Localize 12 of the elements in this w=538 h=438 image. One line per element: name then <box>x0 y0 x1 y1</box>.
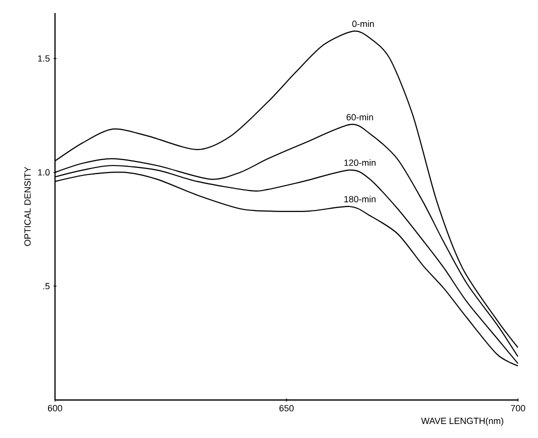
x-tick-label: 600 <box>48 404 62 412</box>
y-tick-label: 1.5 <box>38 55 50 62</box>
x-axis-title: WAVE LENGTH(nm) <box>421 417 504 426</box>
series-label: 0-min <box>352 20 374 28</box>
y-axis-title: OPTICAL DENSITY <box>24 166 31 246</box>
series-label: 180-min <box>344 196 376 202</box>
series-label: 120-min <box>344 159 376 166</box>
y-tick-label: .5 <box>43 283 50 290</box>
x-tick-label: 700 <box>510 404 526 412</box>
x-tick-label: 650 <box>279 404 294 412</box>
y-tick-label: 1.0 <box>38 169 50 176</box>
series-label: 60-min <box>346 114 374 120</box>
